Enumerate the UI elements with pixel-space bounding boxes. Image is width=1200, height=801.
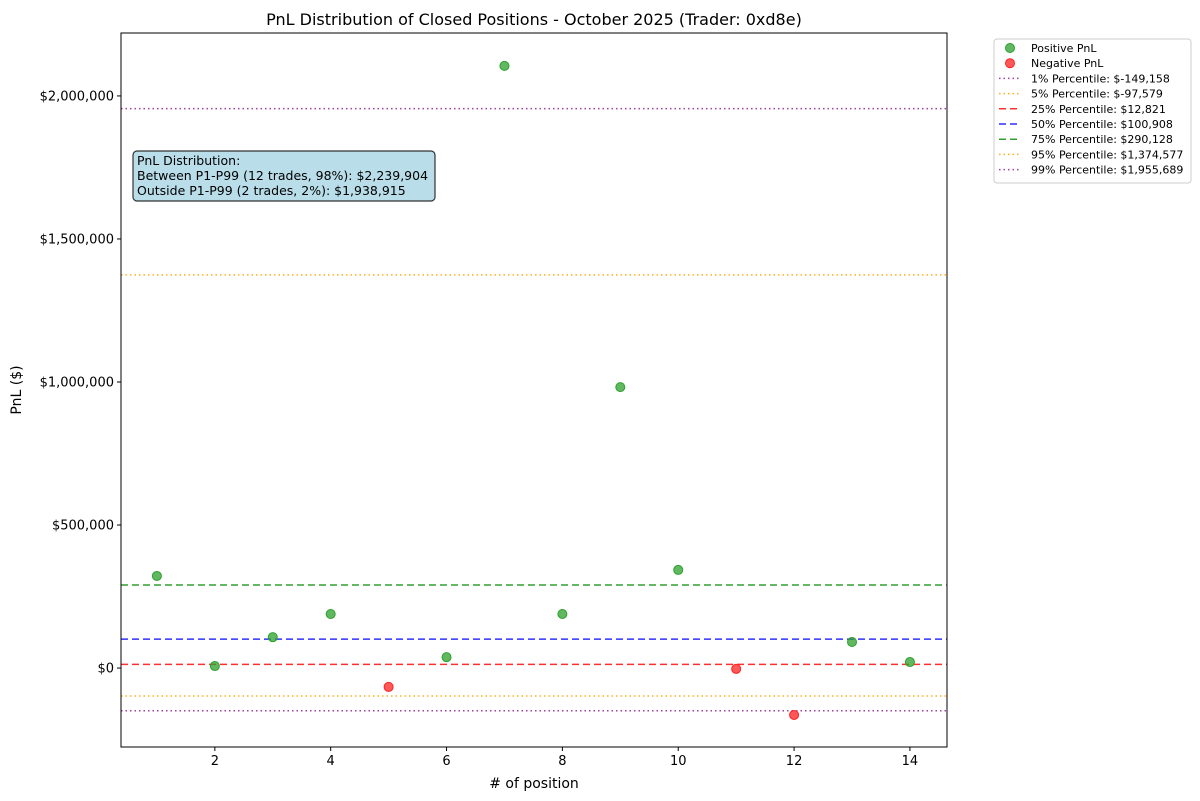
- data-point: [267, 632, 278, 643]
- legend-label: Positive PnL: [1031, 42, 1097, 55]
- x-tick-label: 14: [902, 754, 919, 769]
- data-point: [499, 60, 510, 71]
- annotation-line: PnL Distribution:: [137, 153, 240, 168]
- legend-label: 75% Percentile: $290,128: [1031, 133, 1173, 146]
- chart-title: PnL Distribution of Closed Positions - O…: [266, 10, 802, 29]
- data-point: [731, 663, 742, 674]
- x-tick-label: 8: [558, 754, 566, 769]
- x-tick-label: 12: [786, 754, 803, 769]
- x-tick-label: 10: [670, 754, 687, 769]
- annotation-box: PnL Distribution: Between P1-P99 (12 tra…: [132, 150, 436, 202]
- x-tick-label: 4: [327, 754, 335, 769]
- legend: Positive PnL Negative PnL 1% Percentile: $…: [993, 38, 1192, 184]
- annotation-line: Outside P1-P99 (2 trades, 2%): $1,938,91…: [137, 183, 406, 198]
- data-point: [557, 608, 568, 619]
- plot-frame: [120, 32, 948, 748]
- data-point: [441, 652, 452, 663]
- x-tick-label: 6: [442, 754, 450, 769]
- legend-label: Negative PnL: [1031, 57, 1104, 70]
- data-point: [325, 608, 336, 619]
- y-tick-label: $1,500,000: [40, 232, 114, 247]
- legend-marker: [1005, 43, 1015, 53]
- y-tick-label: $500,000: [52, 519, 114, 534]
- legend-label: 99% Percentile: $1,955,689: [1031, 164, 1183, 177]
- y-tick-label: $0: [97, 662, 114, 677]
- x-tick-label: 2: [211, 754, 219, 769]
- legend-label: 25% Percentile: $12,821: [1031, 103, 1166, 116]
- y-axis-label: PnL ($): [9, 365, 25, 414]
- x-axis-label: # of position: [489, 776, 579, 792]
- data-point: [615, 382, 626, 393]
- data-point: [904, 657, 915, 668]
- data-point: [151, 570, 162, 581]
- y-tick-label: $2,000,000: [40, 89, 114, 104]
- legend-label: 1% Percentile: $-149,158: [1031, 72, 1170, 85]
- data-point: [383, 681, 394, 692]
- legend-label: 50% Percentile: $100,908: [1031, 118, 1173, 131]
- legend-marker: [1005, 58, 1015, 69]
- data-point: [673, 564, 684, 575]
- legend-label: 5% Percentile: $-97,579: [1031, 88, 1163, 101]
- data-point: [847, 637, 858, 648]
- data-point: [789, 709, 800, 720]
- annotation-line: Between P1-P99 (12 trades, 98%): $2,239,…: [137, 168, 428, 183]
- y-tick-label: $1,000,000: [40, 375, 114, 390]
- legend-label: 95% Percentile: $1,374,577: [1031, 148, 1183, 161]
- data-point: [209, 661, 220, 672]
